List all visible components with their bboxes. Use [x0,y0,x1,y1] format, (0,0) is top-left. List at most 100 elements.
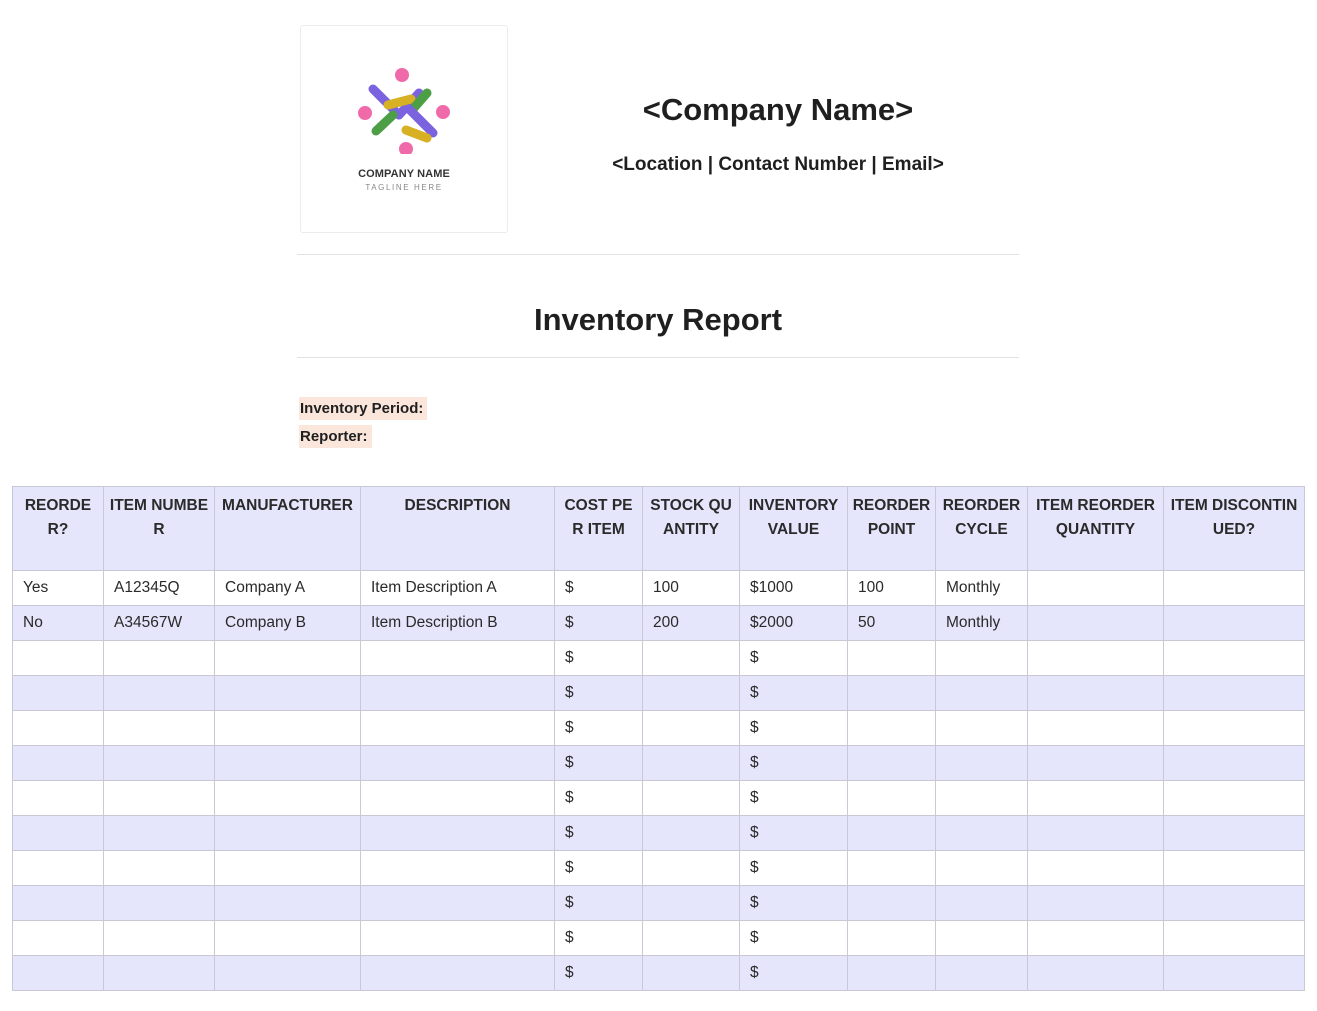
table-cell-manufacturer[interactable] [214,815,361,851]
table-cell-description[interactable] [360,745,555,781]
table-cell-reorder-point[interactable] [847,885,936,921]
table-cell-inventory-value[interactable]: $2000 [739,605,848,641]
table-cell-item-discontinued[interactable] [1163,920,1305,956]
table-cell-reorder[interactable] [12,780,104,816]
table-cell-item-number[interactable] [103,920,215,956]
table-cell-manufacturer[interactable] [214,780,361,816]
table-cell-inventory-value[interactable]: $ [739,815,848,851]
table-cell-item-number[interactable] [103,955,215,991]
table-cell-item-number[interactable] [103,815,215,851]
table-cell-stock-quantity[interactable] [642,955,740,991]
table-cell-cost-per-item[interactable]: $ [554,570,643,606]
table-cell-reorder-cycle[interactable] [935,780,1028,816]
table-cell-reorder-point[interactable] [847,745,936,781]
table-cell-item-reorder-quantity[interactable] [1027,745,1164,781]
table-cell-reorder[interactable] [12,850,104,886]
table-cell-cost-per-item[interactable]: $ [554,815,643,851]
table-cell-reorder-cycle[interactable] [935,675,1028,711]
table-cell-item-reorder-quantity[interactable] [1027,675,1164,711]
table-cell-item-number[interactable] [103,640,215,676]
table-cell-description[interactable] [360,850,555,886]
table-cell-reorder[interactable] [12,885,104,921]
table-cell-reorder[interactable]: No [12,605,104,641]
table-cell-reorder-point[interactable] [847,675,936,711]
table-cell-manufacturer[interactable] [214,920,361,956]
table-cell-reorder-cycle[interactable] [935,850,1028,886]
table-cell-item-discontinued[interactable] [1163,885,1305,921]
table-cell-item-number[interactable] [103,850,215,886]
table-cell-stock-quantity[interactable] [642,675,740,711]
table-cell-cost-per-item[interactable]: $ [554,920,643,956]
table-cell-inventory-value[interactable]: $ [739,955,848,991]
table-cell-reorder-cycle[interactable]: Monthly [935,570,1028,606]
table-cell-item-number[interactable]: A34567W [103,605,215,641]
table-cell-item-reorder-quantity[interactable] [1027,605,1164,641]
table-cell-item-number[interactable] [103,745,215,781]
table-cell-item-discontinued[interactable] [1163,675,1305,711]
table-cell-cost-per-item[interactable]: $ [554,780,643,816]
table-cell-description[interactable]: Item Description B [360,605,555,641]
table-cell-reorder-cycle[interactable] [935,640,1028,676]
table-cell-item-number[interactable] [103,710,215,746]
table-cell-item-reorder-quantity[interactable] [1027,920,1164,956]
table-cell-stock-quantity[interactable] [642,885,740,921]
table-cell-item-reorder-quantity[interactable] [1027,570,1164,606]
table-cell-description[interactable] [360,780,555,816]
table-cell-reorder-point[interactable] [847,850,936,886]
table-cell-manufacturer[interactable]: Company B [214,605,361,641]
table-cell-inventory-value[interactable]: $ [739,885,848,921]
table-cell-item-reorder-quantity[interactable] [1027,780,1164,816]
table-cell-reorder[interactable] [12,640,104,676]
table-cell-item-discontinued[interactable] [1163,745,1305,781]
table-cell-item-discontinued[interactable] [1163,780,1305,816]
table-cell-reorder-point[interactable] [847,640,936,676]
table-cell-reorder-point[interactable] [847,815,936,851]
table-cell-reorder[interactable]: Yes [12,570,104,606]
table-cell-reorder-point[interactable]: 100 [847,570,936,606]
table-cell-stock-quantity[interactable] [642,815,740,851]
table-cell-manufacturer[interactable] [214,955,361,991]
table-cell-manufacturer[interactable] [214,675,361,711]
table-cell-inventory-value[interactable]: $ [739,920,848,956]
table-cell-reorder[interactable] [12,955,104,991]
table-cell-cost-per-item[interactable]: $ [554,675,643,711]
table-cell-reorder[interactable] [12,920,104,956]
table-cell-manufacturer[interactable]: Company A [214,570,361,606]
table-cell-item-discontinued[interactable] [1163,955,1305,991]
table-cell-stock-quantity[interactable] [642,850,740,886]
table-cell-item-number[interactable] [103,675,215,711]
table-cell-reorder-point[interactable] [847,710,936,746]
table-cell-manufacturer[interactable] [214,745,361,781]
table-cell-item-reorder-quantity[interactable] [1027,850,1164,886]
table-cell-reorder-point[interactable] [847,920,936,956]
table-cell-cost-per-item[interactable]: $ [554,605,643,641]
table-cell-item-discontinued[interactable] [1163,640,1305,676]
table-cell-cost-per-item[interactable]: $ [554,745,643,781]
table-cell-item-reorder-quantity[interactable] [1027,640,1164,676]
table-cell-reorder-cycle[interactable] [935,955,1028,991]
table-cell-reorder-point[interactable]: 50 [847,605,936,641]
table-cell-reorder[interactable] [12,745,104,781]
table-cell-cost-per-item[interactable]: $ [554,710,643,746]
table-cell-item-reorder-quantity[interactable] [1027,815,1164,851]
table-cell-item-reorder-quantity[interactable] [1027,710,1164,746]
table-cell-item-discontinued[interactable] [1163,850,1305,886]
table-cell-reorder-point[interactable] [847,955,936,991]
table-cell-item-discontinued[interactable] [1163,710,1305,746]
table-cell-inventory-value[interactable]: $ [739,780,848,816]
table-cell-item-number[interactable] [103,780,215,816]
table-cell-description[interactable] [360,675,555,711]
table-cell-cost-per-item[interactable]: $ [554,885,643,921]
table-cell-description[interactable] [360,955,555,991]
table-cell-item-discontinued[interactable] [1163,605,1305,641]
table-cell-stock-quantity[interactable] [642,640,740,676]
table-cell-item-discontinued[interactable] [1163,815,1305,851]
table-cell-item-discontinued[interactable] [1163,570,1305,606]
table-cell-stock-quantity[interactable] [642,745,740,781]
table-cell-reorder[interactable] [12,675,104,711]
table-cell-inventory-value[interactable]: $ [739,675,848,711]
table-cell-reorder-point[interactable] [847,780,936,816]
table-cell-reorder-cycle[interactable] [935,920,1028,956]
table-cell-reorder-cycle[interactable] [935,815,1028,851]
table-cell-description[interactable] [360,640,555,676]
